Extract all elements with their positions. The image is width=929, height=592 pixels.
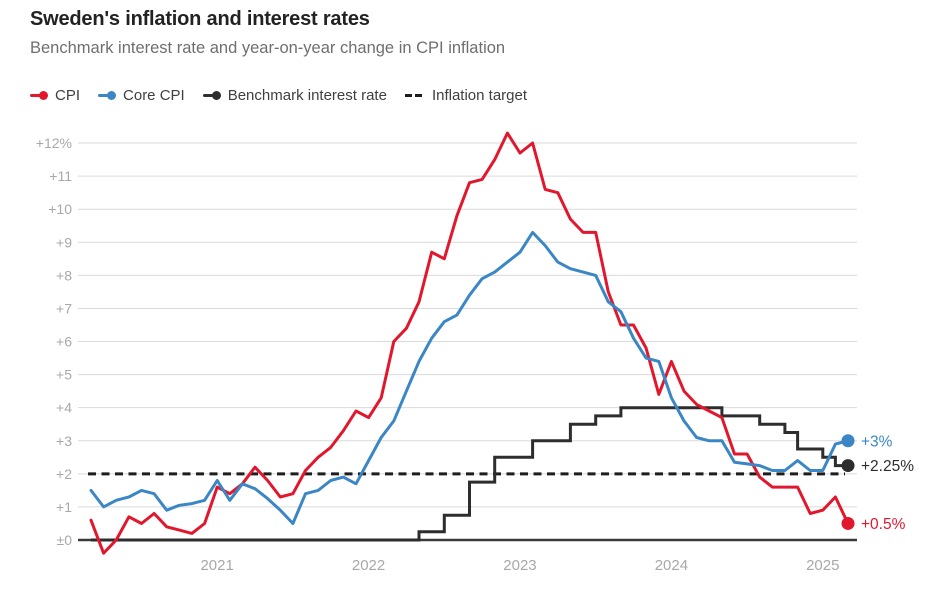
x-axis-tick-label: 2023	[503, 557, 536, 574]
benchmark-interest-rate-end-dot	[841, 459, 855, 473]
core-cpi-end-label: +3%	[861, 433, 893, 450]
y-axis-tick-label: +1	[56, 499, 72, 515]
core-cpi-line	[89, 230, 850, 525]
chart-title: Sweden's inflation and interest rates	[30, 8, 370, 30]
line-dot-icon	[98, 91, 117, 100]
benchmark-rate-line	[91, 406, 848, 542]
legend-item-core-cpi: Core CPI	[98, 87, 185, 104]
chart-subtitle: Benchmark interest rate and year-on-year…	[30, 39, 506, 57]
chart-legend: CPI Core CPI Benchmark interest rate Inflat…	[30, 87, 527, 104]
x-axis-tick-label: 2025	[806, 557, 839, 574]
cpi-line	[89, 131, 850, 555]
y-axis-tick-label: +12%	[36, 135, 72, 151]
y-axis-tick-label: +6	[56, 334, 72, 350]
dashed-line-icon	[404, 94, 425, 97]
y-axis-tick-label: +11	[49, 168, 72, 184]
legend-item-benchmark-interest-rate: Benchmark interest rate	[202, 87, 387, 104]
benchmark-interest-rate-end-label: +2.25%	[861, 458, 914, 475]
chart-plot-area: +12% +11 +10 +9 +8 +7 +6 +5 +4 +3 +2 +1 ±0 2021 2022 20…	[36, 131, 914, 574]
legend-item-inflation-target: Inflation target	[404, 87, 528, 104]
core-cpi-end-dot	[841, 434, 855, 448]
x-axis-tick-label: 2022	[352, 557, 385, 574]
line-dot-icon	[202, 91, 221, 100]
line-dot-icon	[30, 91, 48, 100]
cpi-end-dot	[841, 516, 855, 530]
legend-label: Benchmark interest rate	[227, 87, 387, 104]
legend-label: Inflation target	[431, 87, 528, 104]
y-axis-tick-label: +9	[56, 234, 72, 250]
y-axis-tick-label: +7	[56, 300, 72, 316]
y-axis-tick-label: +8	[56, 267, 72, 283]
x-axis-tick-label: 2024	[655, 557, 688, 574]
y-axis-tick-label: ±0	[57, 532, 73, 548]
legend-label: Core CPI	[123, 87, 185, 104]
legend-item-cpi: CPI	[30, 87, 80, 104]
y-axis-tick-label: +10	[48, 201, 72, 217]
cpi-end-label: +0.5%	[861, 516, 906, 533]
y-axis-tick-label: +2	[56, 466, 72, 482]
x-axis-tick-label: 2021	[200, 557, 233, 574]
y-axis-tick-label: +3	[56, 433, 72, 449]
y-axis-tick-label: +4	[56, 400, 72, 416]
y-axis-tick-label: +5	[56, 367, 72, 383]
legend-label: CPI	[55, 87, 81, 104]
